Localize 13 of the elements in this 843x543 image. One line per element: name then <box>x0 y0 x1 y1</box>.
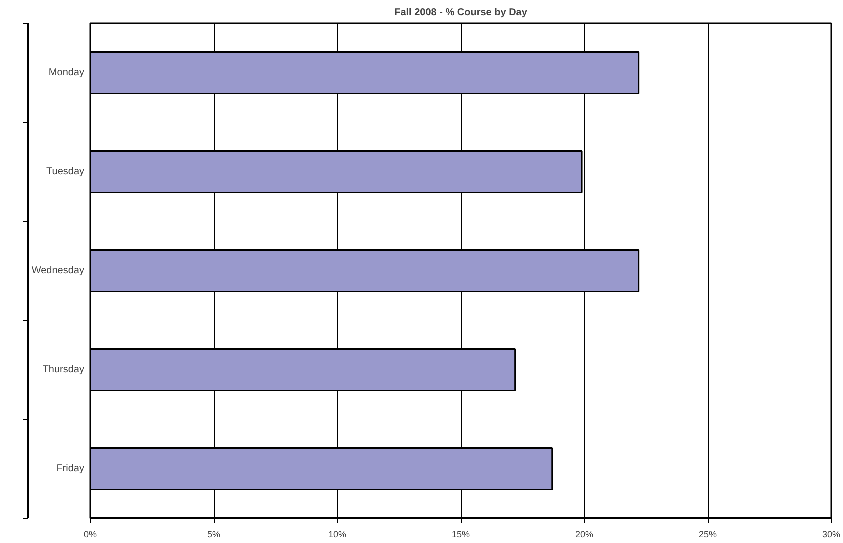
chart-title: Fall 2008 - % Course by Day <box>394 8 528 18</box>
y-tick-label: Monday <box>48 68 84 78</box>
x-tick-label: 0% <box>84 530 98 540</box>
x-tick-label: 30% <box>822 530 841 540</box>
x-tick-label: 20% <box>575 530 594 540</box>
y-tick-label: Friday <box>56 464 85 474</box>
x-tick-label: 25% <box>698 530 718 540</box>
y-tick-label: Tuesday <box>46 166 84 178</box>
x-tick-label: 5% <box>207 530 221 540</box>
y-tick-label: Thursday <box>42 364 85 376</box>
x-tick-label: 15% <box>452 530 470 540</box>
x-tick-label: 10% <box>328 530 347 540</box>
y-tick-label: Wednesday <box>32 266 85 276</box>
